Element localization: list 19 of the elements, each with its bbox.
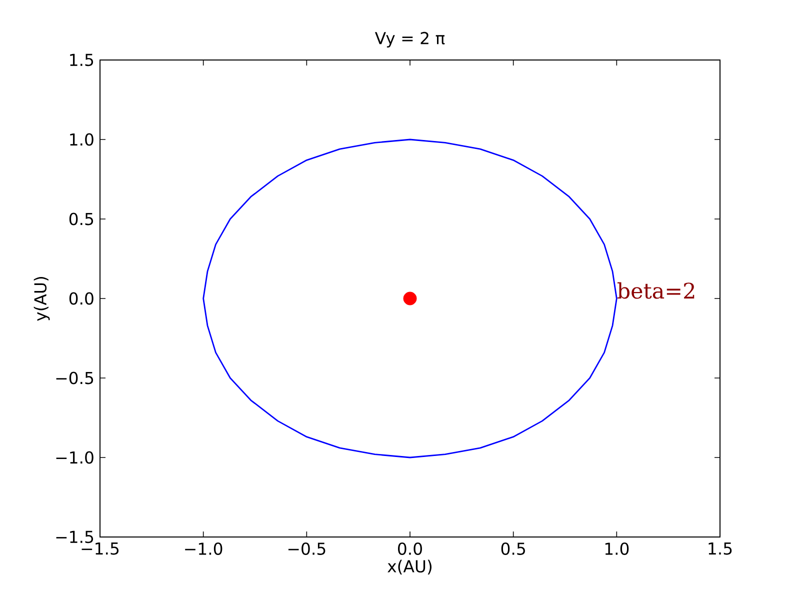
annotation: beta=2 [617,282,694,299]
y-tick-label: 1.5 [70,54,94,66]
y-tick-label: −1.0 [56,451,94,464]
y-tick-label: 0.0 [69,292,94,305]
x-tick-label: −1.5 [82,542,119,555]
y-tick-label: 0.5 [69,212,94,226]
y-tick-label: −0.5 [56,372,94,384]
chart-title: Vy = 2 π [374,32,445,48]
x-tick-label: 1.5 [708,542,732,555]
x-tick-label: 0.0 [398,542,422,555]
y-tick-label: 1.0 [70,133,94,146]
y-axis-title: y(AU) [34,276,50,321]
x-tick-label: −0.5 [288,542,326,555]
x-tick-label: 1.0 [605,542,629,555]
x-axis-title: x(AU) [388,560,432,574]
y-tick-label: −1.5 [56,530,94,544]
x-tick-label: −1.0 [185,542,222,555]
line-series [202,138,618,458]
x-tick-label: 0.5 [501,542,525,555]
